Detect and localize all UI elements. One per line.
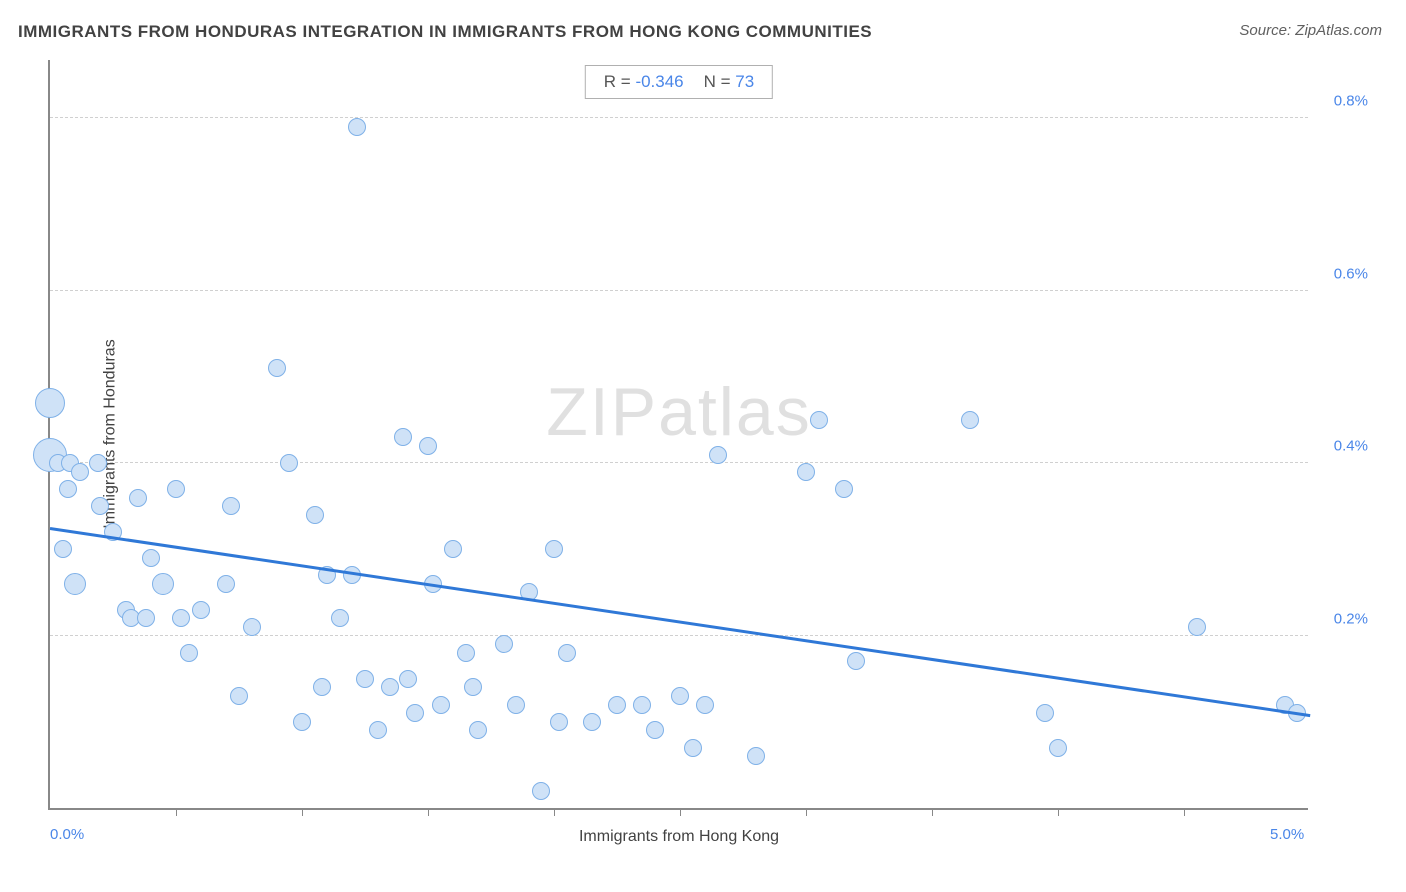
scatter-point: [469, 721, 487, 739]
x-tick: [806, 808, 807, 816]
r-value: -0.346: [635, 72, 683, 91]
scatter-point: [394, 428, 412, 446]
scatter-point: [797, 463, 815, 481]
scatter-point: [381, 678, 399, 696]
watermark: ZIPatlas: [546, 373, 811, 451]
scatter-point: [142, 549, 160, 567]
n-value: 73: [735, 72, 754, 91]
scatter-chart: ZIPatlas R = -0.346 N = 73 Immigrants fr…: [48, 60, 1308, 810]
gridline-h: [50, 290, 1308, 291]
scatter-point: [847, 652, 865, 670]
scatter-point: [444, 540, 462, 558]
gridline-h: [50, 117, 1308, 118]
scatter-point: [545, 540, 563, 558]
scatter-point: [192, 601, 210, 619]
scatter-point: [495, 635, 513, 653]
y-tick-label: 0.4%: [1334, 438, 1368, 455]
x-tick: [1184, 808, 1185, 816]
y-tick-label: 0.6%: [1334, 265, 1368, 282]
scatter-point: [464, 678, 482, 696]
x-tick: [176, 808, 177, 816]
scatter-point: [356, 670, 374, 688]
x-tick: [554, 808, 555, 816]
scatter-point: [406, 704, 424, 722]
scatter-point: [306, 506, 324, 524]
scatter-point: [1036, 704, 1054, 722]
scatter-point: [137, 609, 155, 627]
watermark-part2: atlas: [658, 374, 812, 450]
scatter-point: [558, 644, 576, 662]
x-tick: [302, 808, 303, 816]
scatter-point: [1188, 618, 1206, 636]
gridline-h: [50, 635, 1308, 636]
source-attribution: Source: ZipAtlas.com: [1239, 22, 1382, 39]
n-stat: N = 73: [704, 72, 755, 92]
scatter-point: [243, 618, 261, 636]
scatter-point: [91, 497, 109, 515]
scatter-point: [293, 713, 311, 731]
scatter-point: [532, 782, 550, 800]
n-label: N =: [704, 72, 736, 91]
scatter-point: [313, 678, 331, 696]
y-tick-label: 0.2%: [1334, 610, 1368, 627]
source-prefix: Source:: [1239, 22, 1295, 39]
scatter-point: [71, 463, 89, 481]
scatter-point: [230, 687, 248, 705]
scatter-point: [64, 573, 86, 595]
scatter-point: [550, 713, 568, 731]
scatter-point: [961, 411, 979, 429]
x-tick-label: 5.0%: [1270, 826, 1304, 843]
y-tick-label: 0.8%: [1334, 93, 1368, 110]
scatter-point: [369, 721, 387, 739]
scatter-point: [457, 644, 475, 662]
r-label: R =: [604, 72, 636, 91]
scatter-point: [280, 454, 298, 472]
scatter-point: [399, 670, 417, 688]
x-tick: [680, 808, 681, 816]
scatter-point: [507, 696, 525, 714]
watermark-part1: ZIP: [546, 374, 658, 450]
scatter-point: [217, 575, 235, 593]
scatter-point: [54, 540, 72, 558]
scatter-point: [608, 696, 626, 714]
scatter-point: [152, 573, 174, 595]
scatter-point: [419, 437, 437, 455]
r-stat: R = -0.346: [604, 72, 684, 92]
scatter-point: [1049, 739, 1067, 757]
scatter-point: [180, 644, 198, 662]
stats-box: R = -0.346 N = 73: [585, 65, 773, 99]
scatter-point: [696, 696, 714, 714]
x-tick-label: 0.0%: [50, 826, 84, 843]
scatter-point: [167, 480, 185, 498]
scatter-point: [810, 411, 828, 429]
scatter-point: [59, 480, 77, 498]
x-tick: [428, 808, 429, 816]
scatter-point: [222, 497, 240, 515]
scatter-point: [835, 480, 853, 498]
scatter-point: [684, 739, 702, 757]
x-tick: [1058, 808, 1059, 816]
scatter-point: [35, 388, 65, 418]
scatter-point: [331, 609, 349, 627]
scatter-point: [268, 359, 286, 377]
x-axis-label: Immigrants from Hong Kong: [579, 828, 779, 846]
scatter-point: [646, 721, 664, 739]
scatter-point: [583, 713, 601, 731]
scatter-point: [129, 489, 147, 507]
scatter-point: [348, 118, 366, 136]
scatter-point: [709, 446, 727, 464]
source-name: ZipAtlas.com: [1295, 22, 1382, 39]
scatter-point: [747, 747, 765, 765]
scatter-point: [432, 696, 450, 714]
scatter-point: [172, 609, 190, 627]
scatter-point: [89, 454, 107, 472]
chart-title: IMMIGRANTS FROM HONDURAS INTEGRATION IN …: [18, 22, 872, 42]
gridline-h: [50, 462, 1308, 463]
scatter-point: [633, 696, 651, 714]
scatter-point: [671, 687, 689, 705]
x-tick: [932, 808, 933, 816]
